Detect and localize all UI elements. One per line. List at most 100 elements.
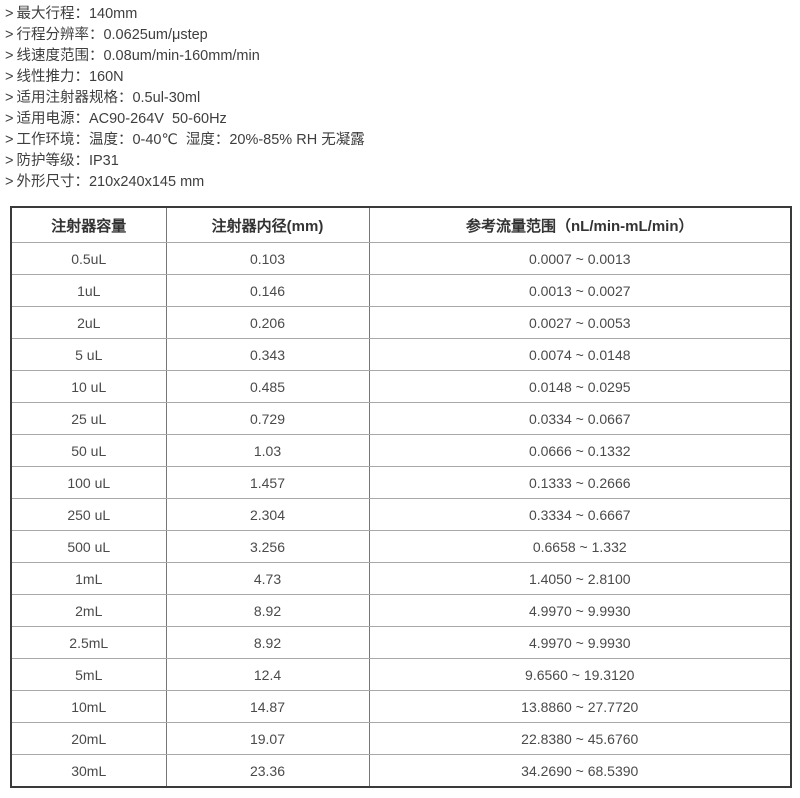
table-cell: 1.4050 ~ 2.8100 <box>368 562 792 595</box>
table-cell: 3.256 <box>165 530 370 563</box>
table-cell: 13.8860 ~ 27.7720 <box>368 690 792 723</box>
table-cell: 12.4 <box>165 658 370 691</box>
table-row: 1uL 0.146 0.0013 ~ 0.0027 <box>10 274 792 307</box>
table-cell: 20mL <box>10 722 167 755</box>
table-cell: 1uL <box>10 274 167 307</box>
table-row: 500 uL 3.256 0.6658 ~ 1.332 <box>10 530 792 563</box>
table-cell: 1.457 <box>165 466 370 499</box>
table-cell: 50 uL <box>10 434 167 467</box>
table-row: 2uL 0.206 0.0027 ~ 0.0053 <box>10 306 792 339</box>
table-row: 50 uL 1.03 0.0666 ~ 0.1332 <box>10 434 792 467</box>
spec-list: > 最大行程：140mm > 行程分辨率：0.0625um/μstep > 线速度范围：0… <box>0 0 800 193</box>
table-cell: 5 uL <box>10 338 167 371</box>
table-cell: 2.304 <box>165 498 370 531</box>
table-cell: 5mL <box>10 658 167 691</box>
table-row: 10mL 14.87 13.8860 ~ 27.7720 <box>10 690 792 723</box>
table-cell: 4.9970 ~ 9.9930 <box>368 594 792 627</box>
table-cell: 500 uL <box>10 530 167 563</box>
table-row: 0.5uL 0.103 0.0007 ~ 0.0013 <box>10 242 792 275</box>
spec-item: > 外形尺寸：210x240x145 mm <box>5 172 800 193</box>
table-cell: 0.0007 ~ 0.0013 <box>368 242 792 275</box>
table-cell: 0.0027 ~ 0.0053 <box>368 306 792 339</box>
table-cell: 2mL <box>10 594 167 627</box>
table-cell: 0.5uL <box>10 242 167 275</box>
spec-item: > 防护等级：IP31 <box>5 151 800 172</box>
spec-text: 防护等级：IP31 <box>16 153 119 169</box>
spec-text: 适用电源：AC90-264V 50-60Hz <box>16 111 227 127</box>
table-cell: 0.0074 ~ 0.0148 <box>368 338 792 371</box>
spec-text: 外形尺寸：210x240x145 mm <box>16 174 205 190</box>
spec-text: 线速度范围：0.08um/min-160mm/min <box>16 48 260 64</box>
table-cell: 0.0013 ~ 0.0027 <box>368 274 792 307</box>
table-cell: 0.0666 ~ 0.1332 <box>368 434 792 467</box>
table-cell: 9.6560 ~ 19.3120 <box>368 658 792 691</box>
table-cell: 100 uL <box>10 466 167 499</box>
column-header-syringe-capacity: 注射器容量 <box>10 206 167 243</box>
table-cell: 0.343 <box>165 338 370 371</box>
bullet-arrow-icon: > <box>5 6 14 22</box>
table-cell: 1mL <box>10 562 167 595</box>
bullet-arrow-icon: > <box>5 153 14 169</box>
table-cell: 19.07 <box>165 722 370 755</box>
table-cell: 10mL <box>10 690 167 723</box>
table-cell: 34.2690 ~ 68.5390 <box>368 754 792 788</box>
table-cell: 10 uL <box>10 370 167 403</box>
table-cell: 0.485 <box>165 370 370 403</box>
table-row: 2.5mL 8.92 4.9970 ~ 9.9930 <box>10 626 792 659</box>
table-row: 10 uL 0.485 0.0148 ~ 0.0295 <box>10 370 792 403</box>
spec-item: > 适用注射器规格：0.5ul-30ml <box>5 88 800 109</box>
spec-item: > 适用电源：AC90-264V 50-60Hz <box>5 109 800 130</box>
bullet-arrow-icon: > <box>5 90 14 106</box>
bullet-arrow-icon: > <box>5 48 14 64</box>
spec-item: > 最大行程：140mm <box>5 4 800 25</box>
table-cell: 0.0334 ~ 0.0667 <box>368 402 792 435</box>
spec-text: 工作环境：温度：0-40℃ 湿度：20%-85% RH 无凝露 <box>16 132 365 148</box>
table-header-row: 注射器容量 注射器内径(mm) 参考流量范围（nL/min-mL/min） <box>10 206 792 243</box>
table-cell: 0.1333 ~ 0.2666 <box>368 466 792 499</box>
table-cell: 2.5mL <box>10 626 167 659</box>
table-cell: 25 uL <box>10 402 167 435</box>
table-cell: 0.146 <box>165 274 370 307</box>
table-row: 20mL 19.07 22.8380 ~ 45.6760 <box>10 722 792 755</box>
table-cell: 250 uL <box>10 498 167 531</box>
table-row: 250 uL 2.304 0.3334 ~ 0.6667 <box>10 498 792 531</box>
bullet-arrow-icon: > <box>5 132 14 148</box>
table-row: 100 uL 1.457 0.1333 ~ 0.2666 <box>10 466 792 499</box>
column-header-flow-range: 参考流量范围（nL/min-mL/min） <box>368 206 792 243</box>
spec-text: 最大行程：140mm <box>16 6 138 22</box>
spec-text: 行程分辨率：0.0625um/μstep <box>16 27 208 43</box>
table-cell: 22.8380 ~ 45.6760 <box>368 722 792 755</box>
table-cell: 0.729 <box>165 402 370 435</box>
table-row: 5 uL 0.343 0.0074 ~ 0.0148 <box>10 338 792 371</box>
table-cell: 30mL <box>10 754 167 788</box>
table-cell: 8.92 <box>165 594 370 627</box>
table-row: 2mL 8.92 4.9970 ~ 9.9930 <box>10 594 792 627</box>
bullet-arrow-icon: > <box>5 174 14 190</box>
table-cell: 0.206 <box>165 306 370 339</box>
table-row: 5mL 12.4 9.6560 ~ 19.3120 <box>10 658 792 691</box>
table-cell: 23.36 <box>165 754 370 788</box>
spec-item: > 线性推力：160N <box>5 67 800 88</box>
bullet-arrow-icon: > <box>5 27 14 43</box>
spec-item: > 行程分辨率：0.0625um/μstep <box>5 25 800 46</box>
spec-item: > 工作环境：温度：0-40℃ 湿度：20%-85% RH 无凝露 <box>5 130 800 151</box>
table-cell: 8.92 <box>165 626 370 659</box>
table-cell: 0.103 <box>165 242 370 275</box>
spec-item: > 线速度范围：0.08um/min-160mm/min <box>5 46 800 67</box>
syringe-spec-table: 注射器容量 注射器内径(mm) 参考流量范围（nL/min-mL/min） 0.… <box>10 206 792 788</box>
table-row: 1mL 4.73 1.4050 ~ 2.8100 <box>10 562 792 595</box>
table-row: 30mL 23.36 34.2690 ~ 68.5390 <box>10 754 792 788</box>
table-cell: 14.87 <box>165 690 370 723</box>
bullet-arrow-icon: > <box>5 111 14 127</box>
column-header-inner-diameter: 注射器内径(mm) <box>165 206 370 243</box>
table-cell: 0.6658 ~ 1.332 <box>368 530 792 563</box>
spec-text: 适用注射器规格：0.5ul-30ml <box>16 90 201 106</box>
table-cell: 0.0148 ~ 0.0295 <box>368 370 792 403</box>
table-cell: 1.03 <box>165 434 370 467</box>
table-cell: 4.73 <box>165 562 370 595</box>
table-cell: 0.3334 ~ 0.6667 <box>368 498 792 531</box>
table-cell: 2uL <box>10 306 167 339</box>
table-row: 25 uL 0.729 0.0334 ~ 0.0667 <box>10 402 792 435</box>
spec-text: 线性推力：160N <box>16 69 124 85</box>
